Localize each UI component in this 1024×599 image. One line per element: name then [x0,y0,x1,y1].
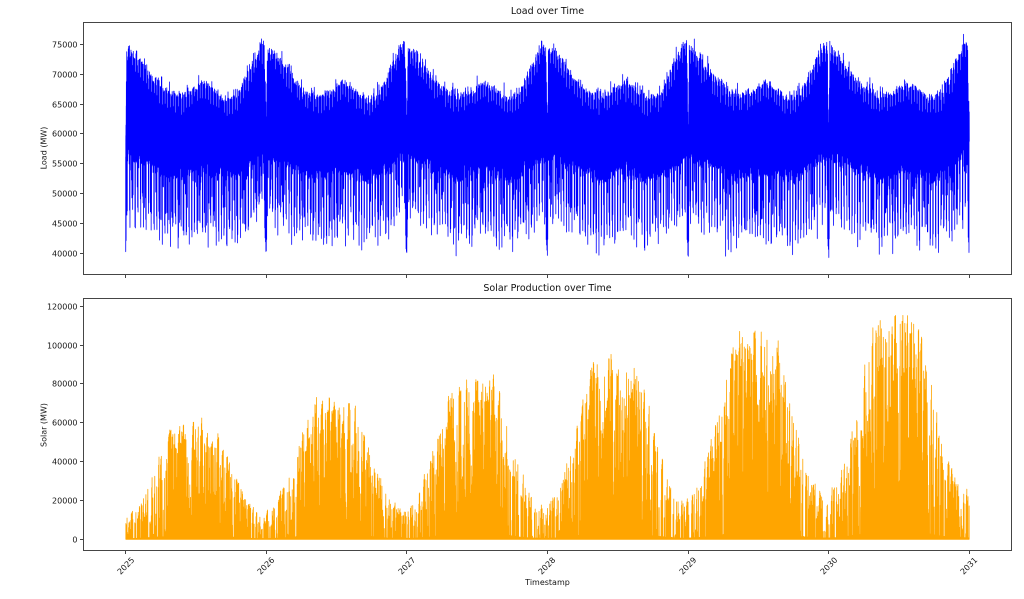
y-tick-label: 20000 [52,496,78,506]
y-tick-mark [80,252,84,254]
y-tick-mark [80,344,84,346]
y-tick-mark [80,383,84,385]
x-tick-label: 2029 [677,555,699,577]
y-tick-mark [80,163,84,165]
y-tick-mark [80,44,84,46]
x-axis-label: Timestamp [525,577,570,587]
x-tick-mark [687,550,689,554]
y-tick-mark [80,103,84,105]
y-tick-label: 40000 [52,457,78,467]
y-tick-label: 40000 [52,249,78,258]
y-tick-mark [80,500,84,501]
x-tick-label: 2030 [818,555,840,577]
y-tick-label: 60000 [52,129,78,139]
x-tick-mark [125,274,127,278]
y-tick-label: 120000 [46,302,78,312]
x-tick-label: 2026 [255,555,277,577]
x-tick-label: 2031 [958,555,980,577]
y-tick-label: 55000 [52,159,78,169]
x-tick-mark [125,550,127,554]
y-tick-mark [80,422,84,424]
x-tick-mark [265,274,267,278]
solar-series-line [84,299,1011,550]
x-tick-label: 2028 [536,555,558,577]
x-tick-mark [687,274,689,278]
y-tick-label: 60000 [52,418,78,428]
y-tick-label: 45000 [52,219,78,229]
x-tick-mark [406,550,408,554]
x-tick-mark [968,550,970,554]
load-y-axis-label: Load (MW) [39,126,49,170]
y-tick-label: 65000 [52,100,78,110]
x-tick-mark [546,550,548,554]
x-tick-mark [546,274,548,278]
y-tick-mark [80,538,84,540]
x-tick-label: 2027 [396,555,418,577]
load-chart-title: Load over Time [510,6,585,17]
load-series-line [84,22,1011,274]
solar-chart-title: Solar Production over Time [483,282,612,294]
y-tick-mark [80,461,84,463]
y-tick-label: 50000 [52,189,78,199]
x-tick-mark [968,274,970,278]
x-tick-label: 2025 [115,555,137,577]
y-tick-mark [80,192,84,194]
y-tick-label: 80000 [52,379,78,389]
y-tick-label: 75000 [52,40,78,50]
x-tick-mark [828,274,830,278]
y-tick-label: 100000 [46,341,78,351]
y-tick-mark [80,73,84,75]
y-tick-mark [80,133,84,135]
x-tick-mark [265,550,267,554]
solar-y-axis-label: Solar (MW) [39,402,49,447]
y-tick-mark [80,305,84,307]
x-tick-mark [828,550,830,554]
x-tick-mark [406,274,408,278]
y-tick-label: 70000 [52,70,78,80]
y-tick-mark [80,222,84,224]
y-tick-label: 0 [72,535,78,545]
